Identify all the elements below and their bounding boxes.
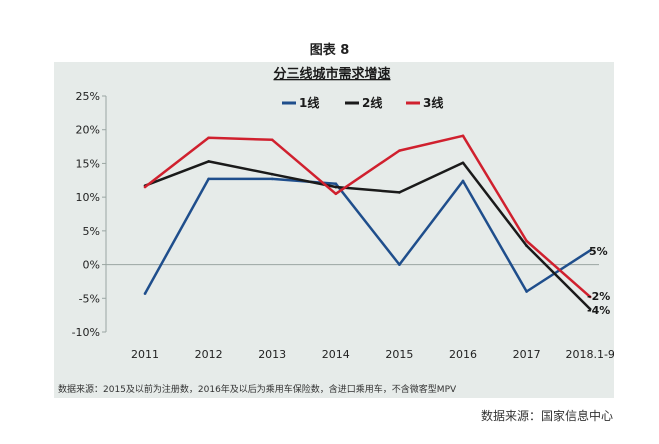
chart-title: 分三线城市需求增速 [273, 66, 390, 82]
data-point [270, 172, 274, 176]
data-point [270, 177, 274, 181]
data-point [525, 239, 528, 243]
series-line-3 [144, 134, 592, 298]
end-value-label: -2% [587, 290, 610, 303]
chart-frame: 分三线城市需求增速 1线 2线 3线 25% 20% 15% 10% 5% 0% -5% -10%… [54, 62, 614, 398]
source-note: 数据来源：2015及以前为注册数，2016年及以后为乘用车保险数，含进口乘用车，… [58, 385, 457, 395]
legend-label: 1线 [299, 95, 319, 110]
x-tick-label: 2011 [131, 348, 159, 361]
y-tick-label: 25% [76, 90, 100, 103]
chart: 分三线城市需求增速 1线 2线 3线 25% 20% 15% 10% 5% 0% -5% -10%… [72, 66, 614, 361]
data-point [588, 307, 592, 311]
end-labels: 5% -2%-4% [587, 245, 610, 317]
figure-label: 图表 8 [309, 43, 350, 58]
y-ticks: 25% 20% 15% 10% 5% 0% -5% -10% [72, 90, 106, 339]
data-point [143, 292, 147, 295]
series-lines [143, 134, 592, 311]
x-tick-label: 2014 [322, 348, 350, 361]
x-tick-label: 2018.1-9 [565, 348, 614, 361]
x-tick-label: 2015 [385, 348, 413, 361]
data-point [334, 185, 338, 189]
data-point [207, 177, 210, 181]
data-point [525, 290, 528, 293]
y-tick-label: 15% [76, 157, 100, 170]
y-tick-label: 10% [76, 191, 100, 204]
data-point [398, 149, 401, 152]
y-tick-label: 0% [83, 259, 100, 272]
data-point [588, 295, 592, 299]
x-tick-label: 2012 [195, 348, 223, 361]
end-value-label: -4% [587, 304, 610, 317]
data-point [334, 192, 338, 196]
data-point [525, 244, 528, 247]
y-tick-label: 5% [83, 225, 100, 238]
data-point [334, 182, 338, 185]
data-point [398, 263, 401, 266]
legend: 1线 2线 3线 [282, 95, 443, 110]
y-tick-label: 20% [76, 124, 100, 137]
data-point [461, 179, 465, 183]
x-tick-label: 2016 [449, 348, 477, 361]
data-point [207, 160, 210, 163]
series-line-1 [143, 177, 591, 295]
data-point [398, 191, 401, 194]
data-point [270, 138, 274, 142]
y-tick-label: -5% [79, 292, 100, 305]
legend-label: 2线 [362, 95, 382, 110]
x-tick-label: 2017 [513, 348, 541, 361]
data-point [207, 136, 210, 140]
x-tick-label: 2013 [258, 348, 286, 361]
data-point [461, 134, 465, 138]
data-point [143, 185, 147, 189]
data-point [461, 161, 465, 165]
y-tick-label: -10% [72, 326, 100, 339]
series-line-2 [144, 160, 592, 310]
end-value-label: 5% [589, 245, 608, 258]
legend-label: 3线 [423, 95, 443, 110]
x-ticks: 2011 2012 2013 2014 2015 2016 2017 2018.1-9 [131, 348, 614, 361]
data-point [588, 249, 592, 252]
source-main: 数据来源：国家信息中心 [480, 409, 613, 423]
